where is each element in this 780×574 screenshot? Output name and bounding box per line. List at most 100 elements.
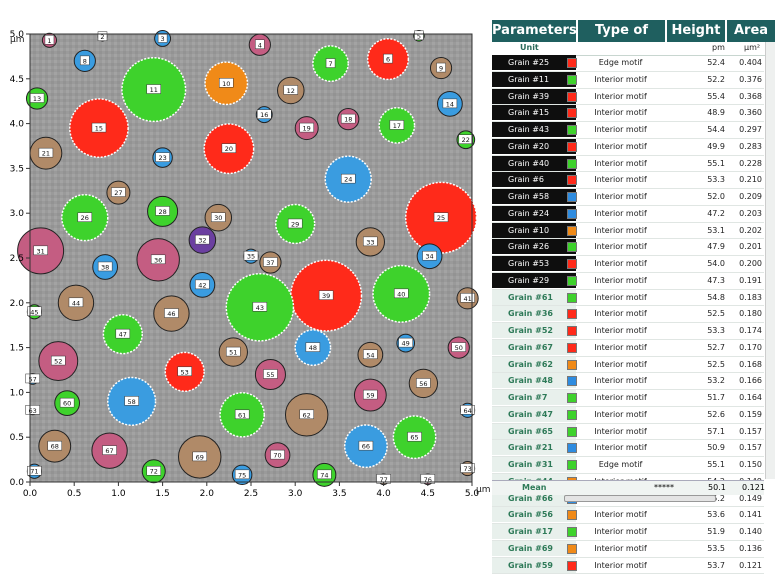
grain-34[interactable]: 34 bbox=[417, 244, 442, 269]
grain-42[interactable]: 42 bbox=[190, 273, 215, 298]
grain-74[interactable]: 74 bbox=[313, 463, 336, 486]
grain-58[interactable]: 58 bbox=[108, 377, 156, 425]
grain-47[interactable]: 47 bbox=[103, 315, 142, 354]
grain-38[interactable]: 38 bbox=[93, 255, 118, 280]
grain-12[interactable]: 12 bbox=[278, 77, 305, 104]
grain-41[interactable]: 41 bbox=[457, 288, 478, 309]
grain-50[interactable]: 50 bbox=[448, 337, 469, 358]
grain-63[interactable]: 63 bbox=[26, 405, 40, 415]
vertical-scrollbar[interactable] bbox=[765, 42, 775, 479]
grain-7[interactable]: 7 bbox=[313, 46, 348, 81]
grain-30[interactable]: 30 bbox=[205, 204, 232, 231]
grain-23[interactable]: 23 bbox=[153, 148, 172, 167]
grain-39[interactable]: 39 bbox=[291, 260, 362, 331]
grain-3[interactable]: 3 bbox=[155, 31, 171, 47]
grain-69[interactable]: 69 bbox=[179, 436, 221, 478]
grain-68[interactable]: 68 bbox=[39, 430, 71, 462]
grain-37[interactable]: 37 bbox=[260, 252, 281, 273]
grain-51[interactable]: 51 bbox=[219, 338, 247, 366]
grain-17[interactable]: 17 bbox=[379, 108, 414, 143]
grain-21[interactable]: 21 bbox=[30, 137, 62, 169]
grain-5[interactable]: 5 bbox=[414, 30, 425, 41]
horizontal-scrollbar[interactable] bbox=[564, 495, 716, 502]
header-type-of-motif[interactable]: Type of motif bbox=[578, 20, 665, 42]
grain-36[interactable]: 36 bbox=[137, 239, 179, 281]
grain-71[interactable]: 71 bbox=[27, 464, 41, 478]
grain-16[interactable]: 16 bbox=[256, 107, 272, 123]
grain-59[interactable]: 59 bbox=[354, 379, 386, 411]
grain-33[interactable]: 33 bbox=[356, 228, 384, 256]
grain-57[interactable]: 57 bbox=[26, 374, 40, 385]
grain-35[interactable]: 35 bbox=[244, 249, 258, 263]
grain-14[interactable]: 14 bbox=[438, 92, 463, 117]
grain-29[interactable]: 29 bbox=[276, 205, 315, 244]
grain-31[interactable]: 31 bbox=[18, 228, 64, 274]
grain-55[interactable]: 55 bbox=[255, 359, 285, 389]
grain-45[interactable]: 45 bbox=[27, 305, 41, 319]
grain-25[interactable]: 25 bbox=[406, 182, 477, 253]
grain-73[interactable]: 73 bbox=[461, 461, 475, 475]
grain-20[interactable]: 20 bbox=[204, 124, 254, 174]
grain-24[interactable]: 24 bbox=[325, 156, 371, 202]
grain-44[interactable]: 44 bbox=[58, 285, 93, 320]
grain-52[interactable]: 52 bbox=[39, 342, 78, 381]
grain-72[interactable]: 72 bbox=[142, 460, 165, 483]
grain-40[interactable]: 40 bbox=[373, 266, 430, 323]
grain-10[interactable]: 10 bbox=[205, 62, 247, 104]
header-parameters[interactable]: Parameters bbox=[492, 20, 576, 42]
header-area[interactable]: Area bbox=[727, 20, 775, 42]
grain-8[interactable]: 8 bbox=[74, 50, 95, 71]
grain-26[interactable]: 26 bbox=[62, 195, 108, 241]
grain-18[interactable]: 18 bbox=[338, 109, 359, 130]
grain-11[interactable]: 11 bbox=[122, 58, 186, 122]
grain-65[interactable]: 65 bbox=[393, 416, 435, 458]
grain-6[interactable]: 6 bbox=[368, 39, 409, 80]
grain-61[interactable]: 61 bbox=[220, 393, 264, 437]
grain-43[interactable]: 43 bbox=[226, 274, 293, 341]
grain-54[interactable]: 54 bbox=[358, 342, 383, 367]
grain-67[interactable]: 67 bbox=[92, 433, 127, 468]
grain-1[interactable]: 1 bbox=[42, 33, 56, 47]
grain-19[interactable]: 19 bbox=[295, 117, 318, 140]
grain-4[interactable]: 4 bbox=[249, 34, 270, 55]
grain-46[interactable]: 46 bbox=[154, 296, 189, 331]
header-height[interactable]: Height bbox=[667, 20, 725, 42]
grain-60[interactable]: 60 bbox=[55, 391, 80, 416]
grain-9[interactable]: 9 bbox=[430, 57, 451, 78]
grain-56[interactable]: 56 bbox=[409, 369, 437, 397]
grain-27[interactable]: 27 bbox=[107, 181, 130, 204]
grain-2[interactable]: 2 bbox=[98, 32, 107, 42]
grain-15[interactable]: 15 bbox=[70, 99, 128, 157]
grain-49[interactable]: 49 bbox=[397, 334, 415, 352]
grain-66[interactable]: 66 bbox=[345, 425, 387, 467]
grain-62[interactable]: 62 bbox=[285, 394, 327, 436]
grain-48[interactable]: 48 bbox=[295, 330, 330, 365]
grain-64[interactable]: 64 bbox=[461, 403, 475, 417]
grain-53[interactable]: 53 bbox=[165, 352, 204, 391]
grain-70[interactable]: 70 bbox=[265, 443, 290, 468]
